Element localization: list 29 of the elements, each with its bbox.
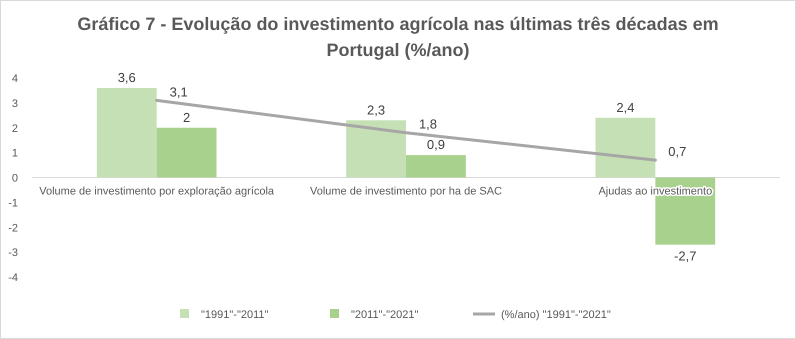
data-label: 0,9 — [426, 137, 445, 152]
data-label: 2 — [182, 110, 190, 125]
y-tick-label: 3 — [12, 98, 18, 110]
y-tick-label: 1 — [12, 148, 18, 160]
y-tick-label: -4 — [8, 272, 18, 284]
data-label: 1,8 — [418, 116, 438, 132]
bar — [96, 88, 157, 178]
legend-label: "1991"-"2011" — [201, 309, 268, 321]
bar — [595, 118, 656, 178]
data-label: 2,3 — [367, 102, 386, 118]
y-tick-label: 4 — [12, 73, 18, 85]
bar — [346, 120, 406, 178]
y-tick-label: 2 — [12, 122, 18, 135]
data-label: 2,4 — [616, 100, 634, 115]
legend-label: (%/ano) "1991"-"2021" — [501, 309, 611, 321]
data-label: 3,1 — [170, 84, 188, 100]
data-label: 0,7 — [668, 144, 686, 160]
data-label: 3,6 — [118, 70, 136, 85]
data-label: -2,7 — [674, 248, 696, 264]
y-tick-label: -2 — [8, 222, 18, 234]
x-tick-label: Volume de investimento por exploração agrícola — [39, 186, 275, 198]
x-tick-label: Volume de investimento por ha de SAC — [310, 186, 502, 198]
y-tick-label: -3 — [8, 247, 18, 260]
bar — [156, 128, 217, 178]
y-tick-label: -1 — [8, 197, 18, 210]
chart-title: Gráfico 7 - Evolução do investimento agrícola nas últimas três décadas em Portugal (%/ano) — [77, 14, 719, 60]
y-tick-label: 0 — [12, 172, 18, 184]
bar — [406, 155, 466, 178]
legend-label: "2011"-"2021" — [351, 309, 418, 321]
